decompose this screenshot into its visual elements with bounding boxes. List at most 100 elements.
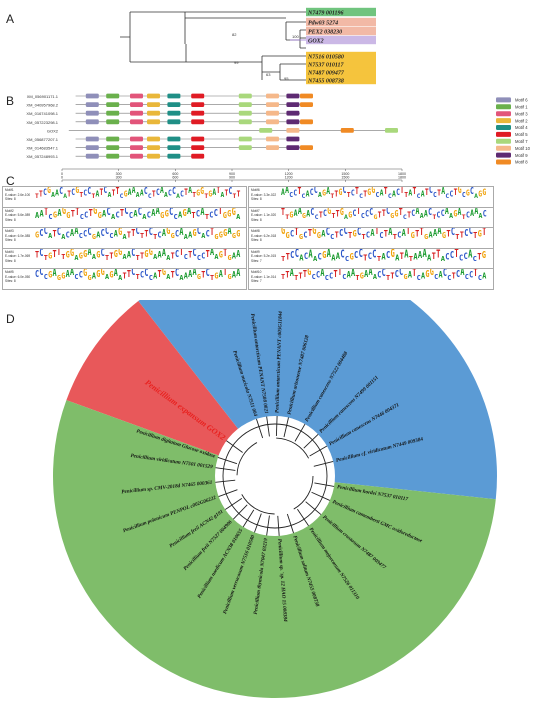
- motif-letter: T: [39, 190, 43, 199]
- sequence-label: XM_056877207.1: [26, 137, 58, 142]
- motif-letter: G: [227, 272, 232, 282]
- motif-letter: T: [35, 249, 40, 260]
- motif-box: [266, 102, 279, 107]
- motif-letter: C: [135, 227, 140, 238]
- motif-letter: G: [61, 206, 66, 217]
- motif-letter: C: [195, 208, 201, 219]
- motif-letter: A: [61, 233, 66, 241]
- motif-letter: T: [210, 227, 215, 238]
- motif-evalue: E-value: 5.2e-015: [251, 254, 277, 259]
- motif-box: [147, 136, 160, 142]
- motif-letter: C: [105, 227, 110, 238]
- motif-letter: T: [451, 271, 456, 281]
- motif-letter: C: [342, 272, 347, 282]
- motif-letter: C: [440, 206, 445, 219]
- motif-letter: C: [396, 186, 400, 198]
- taxon-label-bg: [306, 17, 376, 27]
- motif-letter: T: [191, 211, 196, 220]
- tree-branch: [215, 467, 236, 471]
- motif-evalue: E-value: 1.1e-020: [251, 213, 277, 218]
- motif-letter: C: [339, 227, 344, 239]
- tree-branch: [226, 440, 243, 453]
- motif-letter: C: [470, 186, 474, 197]
- motif-letter: A: [306, 208, 311, 219]
- motif-letter: T: [431, 249, 436, 261]
- motif-letter: C: [399, 268, 404, 279]
- legend-swatch: [496, 159, 511, 165]
- motif-letter: C: [71, 187, 76, 198]
- motif-letter: G: [196, 272, 201, 282]
- legend-label: Motif 10: [515, 146, 531, 151]
- support-value: 99: [234, 60, 239, 65]
- motif-letter: A: [159, 186, 164, 197]
- motif-letter: G: [218, 230, 223, 240]
- motif-letter: A: [236, 212, 241, 221]
- tree-branch: [266, 416, 270, 437]
- motif-letter: C: [468, 227, 473, 238]
- motif-letter: C: [329, 271, 334, 281]
- motif-letter: C: [428, 186, 433, 197]
- motif-letter: G: [48, 250, 53, 261]
- tree-branch: [242, 509, 255, 528]
- motif-letter: A: [364, 268, 369, 280]
- motif-letter: T: [109, 250, 114, 261]
- motif-box: [286, 110, 300, 116]
- tree-branch: [286, 513, 294, 534]
- motif-letter: G: [403, 272, 408, 282]
- motif-letter: C: [213, 206, 218, 219]
- motif-meta: Motif5 E-value: 6.0e-050 Sites: 8: [5, 270, 30, 284]
- motif-letter: A: [166, 272, 171, 282]
- motif-letter: T: [281, 206, 285, 218]
- motif-box: [130, 110, 143, 116]
- axis-tick-label: 300: [116, 176, 122, 180]
- legend-swatch: [496, 111, 511, 117]
- legend-label: Motif 5: [515, 132, 528, 137]
- motif-letter: G: [109, 269, 114, 281]
- motif-letter: A: [320, 268, 325, 279]
- motif-letter: G: [482, 186, 487, 198]
- tree-branch: [313, 461, 334, 467]
- taxon-label: N7537 010117: [307, 62, 345, 68]
- panel-c-letter: C: [6, 174, 15, 188]
- motif-letter: C: [115, 209, 120, 220]
- motif-letter: A: [113, 268, 118, 279]
- motif-letter: T: [334, 230, 339, 240]
- motif-letter: C: [201, 250, 206, 261]
- motif-letter: T: [70, 208, 75, 219]
- motif-name: Motif5: [5, 270, 14, 274]
- motif-letter: T: [348, 231, 353, 241]
- motif-letter: T: [52, 247, 57, 260]
- motif-letter: G: [312, 227, 317, 238]
- motif-letter: C: [416, 274, 421, 282]
- motif-letter: A: [417, 247, 423, 261]
- motif-letter: A: [381, 250, 386, 262]
- motif-letter: A: [351, 268, 356, 279]
- motif-letter: T: [381, 206, 386, 219]
- motif-letter: T: [461, 212, 466, 221]
- axis-tick-label: 600: [172, 172, 178, 176]
- motif-letter: T: [454, 247, 459, 260]
- motif-letter: C: [43, 272, 48, 282]
- sequence-label: XM_056901171.1: [27, 94, 59, 99]
- motif-letter: T: [407, 209, 412, 220]
- motif-letter: A: [161, 247, 166, 259]
- tree-branch: [218, 489, 238, 497]
- motif-letter: C: [146, 209, 151, 220]
- motif-letter: C: [294, 247, 299, 260]
- motif-evalue: E-value: 5.6e-089: [5, 213, 31, 218]
- motif-letter: G: [164, 208, 169, 219]
- motif-letter: A: [188, 230, 193, 240]
- motif-letter: G: [316, 231, 321, 241]
- motif-letter: G: [75, 186, 80, 197]
- motif-letter: C: [463, 249, 468, 261]
- motif-letter: T: [473, 268, 478, 279]
- legend-label: Motif 4: [515, 125, 528, 130]
- legend-swatch: [496, 118, 511, 124]
- panel-b-letter: B: [6, 94, 15, 108]
- motif-letter: C: [175, 247, 180, 260]
- motif-letter: C: [100, 247, 105, 259]
- motif-letter: T: [105, 253, 110, 262]
- tree-branch: [296, 508, 309, 526]
